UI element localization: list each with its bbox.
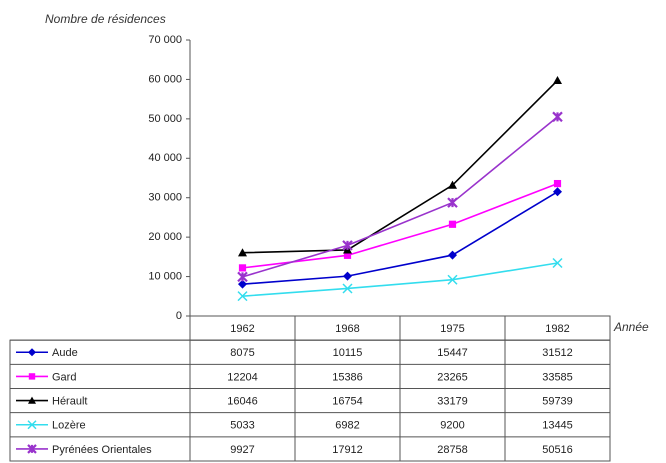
marker	[342, 283, 353, 294]
series-line	[242, 182, 558, 269]
marker	[237, 271, 248, 283]
table-cell: 9200	[440, 420, 464, 432]
table-cell: 50516	[542, 444, 573, 456]
y-tick-label: 0	[176, 310, 182, 322]
legend-label: Gard	[52, 371, 76, 383]
marker	[27, 420, 37, 430]
table-cell: 5033	[230, 420, 254, 432]
x-tick-label: 1982	[545, 323, 569, 335]
marker	[552, 257, 563, 269]
marker	[552, 111, 563, 123]
x-axis-label: Année	[613, 320, 649, 334]
table-cell: 12204	[227, 371, 258, 383]
x-tick-label: 1962	[230, 323, 254, 335]
marker	[447, 274, 458, 285]
x-tick-label: 1968	[335, 323, 359, 335]
marker	[28, 348, 36, 357]
y-axis-label: Nombre de résidences	[45, 12, 166, 26]
legend-label: Lozère	[52, 420, 86, 432]
y-tick-label: 70 000	[148, 34, 182, 46]
marker	[27, 444, 37, 454]
marker	[448, 180, 457, 189]
marker	[238, 264, 247, 272]
table-cell: 31512	[542, 347, 573, 359]
table-cell: 23265	[437, 371, 468, 383]
series-line	[242, 191, 558, 285]
marker	[448, 220, 457, 228]
y-tick-label: 10 000	[148, 270, 182, 282]
marker	[238, 248, 247, 257]
marker	[553, 75, 562, 85]
marker	[553, 187, 562, 197]
table-cell: 6982	[335, 420, 359, 432]
marker	[343, 271, 352, 281]
table-cell: 8075	[230, 347, 254, 359]
marker	[448, 250, 457, 260]
table-cell: 9927	[230, 444, 254, 456]
legend-label: Hérault	[52, 395, 87, 407]
series-line	[242, 79, 559, 254]
table-cell: 33179	[437, 395, 468, 407]
table-cell: 13445	[542, 420, 573, 432]
table-cell: 59739	[542, 395, 573, 407]
y-tick-label: 30 000	[148, 192, 182, 204]
marker	[447, 197, 458, 208]
table-cell: 16754	[332, 395, 363, 407]
marker	[553, 179, 562, 188]
y-tick-label: 60 000	[148, 73, 182, 85]
x-tick-label: 1975	[440, 323, 464, 335]
table-cell: 28758	[437, 444, 468, 456]
y-tick-label: 40 000	[148, 152, 182, 164]
series-line	[242, 116, 559, 278]
marker	[237, 291, 248, 302]
y-tick-label: 20 000	[148, 231, 182, 243]
table-cell: 15447	[437, 347, 468, 359]
table-cell: 10115	[333, 347, 363, 359]
marker	[342, 240, 353, 251]
legend-label: Aude	[52, 347, 78, 359]
series-line	[242, 262, 558, 297]
table-cell: 17912	[332, 444, 363, 456]
y-tick-label: 50 000	[148, 113, 182, 125]
marker	[28, 396, 36, 404]
table-cell: 16046	[227, 395, 258, 407]
marker	[28, 373, 36, 380]
table-cell: 15386	[332, 371, 363, 383]
table-cell: 33585	[542, 371, 573, 383]
marker	[238, 279, 247, 289]
marker	[343, 251, 352, 259]
legend-label: Pyrénées Orientales	[52, 444, 152, 456]
